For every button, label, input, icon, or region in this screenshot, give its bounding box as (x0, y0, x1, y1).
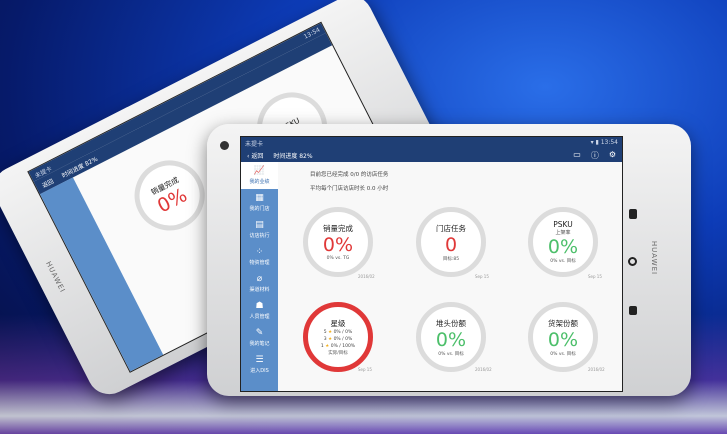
dashboard: 目前您已经完成 0/0 的访店任务 平均每个门店访店时长 0.0 小时 销量完成… (278, 162, 622, 391)
clock: 13:54 (600, 139, 618, 146)
grid-icon: ⁘ (255, 247, 264, 257)
card-shelf-share[interactable]: 货架份额 0% 0% vs. 目标 (528, 302, 598, 372)
chart-icon: 📈 (253, 166, 266, 176)
star-row: 1 ★ 0% / 100% (321, 343, 355, 350)
sidebar-item-channel[interactable]: ⌀ 渠道材料 (241, 270, 278, 297)
card-footer: 0% vs. 目标 (438, 351, 464, 357)
card-date: Sep 15 (358, 367, 372, 372)
card-footer: 目标:85 (442, 256, 460, 262)
star-value: 0% / 0% (333, 330, 353, 335)
note-icon: ✎ (255, 328, 264, 338)
card-footer: 0% vs. 目标 (550, 259, 576, 264)
sidebar-label: 物资管理 (249, 260, 270, 266)
card-value: 0% (322, 234, 354, 256)
back-button[interactable]: ‹ 返回 (247, 152, 264, 160)
card-subtitle: 上架率 (555, 230, 571, 236)
sidebar-item-notes[interactable]: ✎ 我的笔记 (241, 324, 278, 351)
nav-bar: ‹ 返回 时间进度 82% ▭ ⓘ ⚙ (241, 148, 622, 162)
card-value: 0 (444, 233, 458, 256)
sidebar-item-visit[interactable]: ▤ 访店执行 (241, 216, 278, 243)
front-tablet: 未提卡 ▾ ▮ 13:54 ‹ 返回 时间进度 82% ▭ ⓘ ⚙ 📈 我的业绩 ▦ 我… (207, 124, 691, 396)
card-sales[interactable]: 销量完成 0% 0% vs. TG (303, 207, 373, 277)
tablet-screen: 未提卡 ▾ ▮ 13:54 ‹ 返回 时间进度 82% ▭ ⓘ ⚙ 📈 我的业绩 ▦ 我… (240, 136, 623, 392)
time-progress: 时间进度 82% (273, 152, 313, 160)
card-footer: 实际/目标 (328, 351, 348, 356)
card-value: 0% (547, 328, 579, 351)
star-row: 3 ★ 0% / 0% (324, 336, 352, 343)
back-label: 返回 (251, 152, 264, 160)
android-back-button[interactable] (629, 306, 637, 315)
card-footer: 0% vs. 目标 (550, 351, 576, 357)
status-bar: 未提卡 ▾ ▮ 13:54 (241, 137, 622, 148)
card-value: 0% (547, 236, 579, 258)
card-title: 星级 (330, 319, 346, 328)
card-date: 2016/02 (588, 367, 605, 372)
home-button[interactable] (628, 257, 637, 266)
star-icon: ★ (328, 337, 333, 342)
card-value: 0% (435, 328, 467, 351)
sidebar-item-performance[interactable]: 📈 我的业绩 (241, 162, 278, 189)
card-store-tasks[interactable]: 门店任务 0 目标:85 (416, 207, 486, 277)
sidebar-label: 我的笔记 (249, 341, 270, 347)
card-date: Sep 15 (588, 274, 602, 279)
card-stars[interactable]: 星级 5 ★ 0% / 0% 3 ★ 0% / 0% 1 ★ 0% / 100%… (303, 302, 373, 372)
store-icon: ▦ (255, 193, 264, 203)
visit-summary: 目前您已经完成 0/0 的访店任务 (310, 172, 389, 178)
card-date: 2016/02 (358, 274, 375, 279)
card-title: 销量完成 (323, 224, 353, 233)
card-date: Sep 15 (475, 274, 489, 279)
sidebar-label: 渠道材料 (249, 287, 270, 293)
card-date: 2016/02 (475, 367, 492, 372)
sidebar-label: 人员管理 (249, 314, 270, 320)
star-count: 3 (323, 337, 327, 342)
sidebar-item-dis[interactable]: ☰ 进入DIS (241, 351, 278, 378)
carrier: 未提卡 (245, 141, 264, 148)
sidebar-label: 我的业绩 (249, 179, 270, 185)
card-psku[interactable]: PSKU 上架率 0% 0% vs. 目标 (528, 207, 598, 277)
clip-icon: ⌀ (256, 274, 263, 284)
card-footer: 0% vs. TG (326, 256, 350, 261)
sidebar-label: 进入DIS (250, 368, 269, 374)
back-card-sales: 销量完成 0% (122, 148, 217, 243)
sidebar-item-materials[interactable]: ⁘ 物资管理 (241, 243, 278, 270)
star-count: 1 (320, 344, 324, 349)
star-row: 5 ★ 0% / 0% (324, 329, 352, 336)
status-icons: ▾ ▮ 13:54 (590, 139, 618, 146)
card-title: 货架份额 (548, 318, 578, 328)
gear-icon[interactable]: ⚙ (608, 149, 616, 159)
visit-duration: 平均每个门店访店时长 0.0 小时 (310, 186, 389, 192)
help-icon[interactable]: ⓘ (590, 150, 599, 160)
star-icon: ★ (328, 330, 333, 335)
sidebar-label: 访店执行 (249, 233, 270, 239)
enter-icon: ☰ (255, 355, 264, 365)
message-icon[interactable]: ▭ (573, 149, 581, 159)
brand-logo: HUAWEI (44, 260, 67, 295)
recent-apps-button[interactable] (629, 209, 637, 219)
sidebar-item-people[interactable]: ☗ 人员管理 (241, 297, 278, 324)
brand-logo: HUAWEI (650, 240, 659, 276)
card-display-share[interactable]: 堆头份额 0% 0% vs. 目标 (416, 302, 486, 372)
sidebar-label: 我的门店 (249, 206, 270, 212)
star-icon: ★ (325, 344, 330, 349)
sidebar: 📈 我的业绩 ▦ 我的门店 ▤ 访店执行 ⁘ 物资管理 ⌀ 渠道材料 ☗ 人员管理 ✎ 我的笔… (241, 162, 278, 391)
card-title: PSKU (553, 220, 573, 229)
front-camera (220, 141, 229, 150)
card-title: 堆头份额 (436, 318, 466, 328)
star-value: 0% / 0% (333, 337, 353, 342)
star-count: 5 (323, 330, 327, 335)
sidebar-item-stores[interactable]: ▦ 我的门店 (241, 189, 278, 216)
card-title: 门店任务 (436, 223, 466, 233)
star-value: 0% / 100% (330, 344, 356, 349)
people-icon: ☗ (255, 301, 264, 311)
clipboard-icon: ▤ (255, 220, 264, 230)
